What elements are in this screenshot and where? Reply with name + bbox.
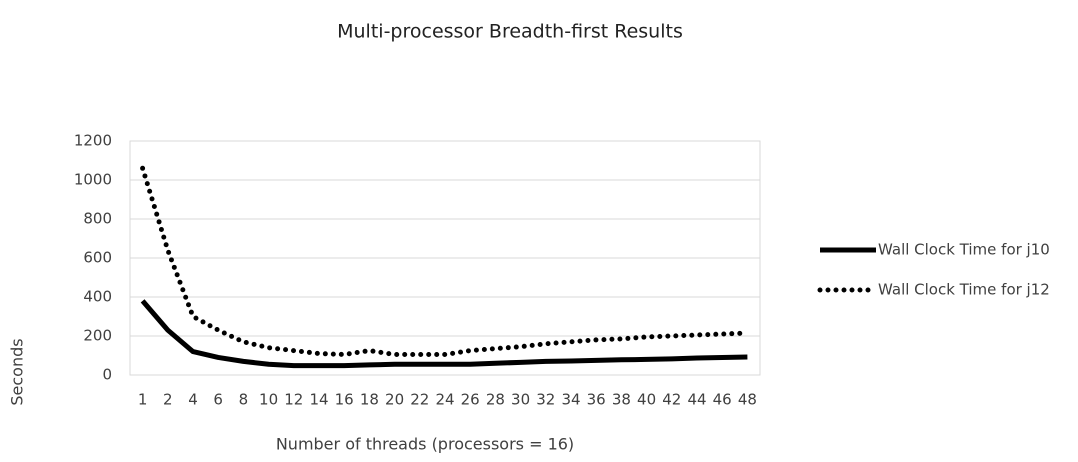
x-tick-label: 32 <box>536 391 555 409</box>
y-tick-label: 200 <box>83 327 112 345</box>
x-tick-label: 28 <box>486 391 505 409</box>
x-tick-label: 48 <box>738 391 757 409</box>
x-tick-label: 8 <box>239 391 249 409</box>
x-tick-label: 36 <box>587 391 606 409</box>
x-tick-label: 2 <box>163 391 173 409</box>
x-tick-label: 46 <box>713 391 732 409</box>
x-tick-label: 42 <box>662 391 681 409</box>
series-line <box>140 165 750 358</box>
legend-label: Wall Clock Time for j10 <box>878 241 1050 259</box>
y-tick-label: 1000 <box>74 171 112 189</box>
x-tick-label: 16 <box>335 391 354 409</box>
x-tick-label: 1 <box>138 391 148 409</box>
series-line <box>140 299 748 369</box>
x-tick-label: 12 <box>284 391 303 409</box>
legend-label: Wall Clock Time for j12 <box>878 281 1050 299</box>
x-tick-label: 14 <box>309 391 328 409</box>
x-tick-label: 4 <box>188 391 198 409</box>
x-tick-label: 24 <box>435 391 454 409</box>
x-tick-label: 34 <box>561 391 580 409</box>
x-tick-label: 38 <box>612 391 631 409</box>
x-tick-label: 10 <box>259 391 278 409</box>
y-axis-label: Seconds <box>8 338 27 405</box>
y-tick-label: 0 <box>102 366 112 384</box>
x-tick-label: 40 <box>637 391 656 409</box>
x-tick-label: 30 <box>511 391 530 409</box>
x-tick-label: 44 <box>687 391 706 409</box>
x-tick-label: 22 <box>410 391 429 409</box>
y-tick-label: 400 <box>83 288 112 306</box>
x-axis-label: Number of threads (processors = 16) <box>276 435 574 454</box>
x-tick-label: 18 <box>360 391 379 409</box>
x-tick-label: 26 <box>461 391 480 409</box>
y-tick-label: 1200 <box>74 132 112 150</box>
y-tick-label: 800 <box>83 210 112 228</box>
chart-title: Multi-processor Breadth-first Results <box>337 21 683 43</box>
x-tick-label: 6 <box>213 391 223 409</box>
y-tick-label: 600 <box>83 249 112 267</box>
x-tick-label: 20 <box>385 391 404 409</box>
